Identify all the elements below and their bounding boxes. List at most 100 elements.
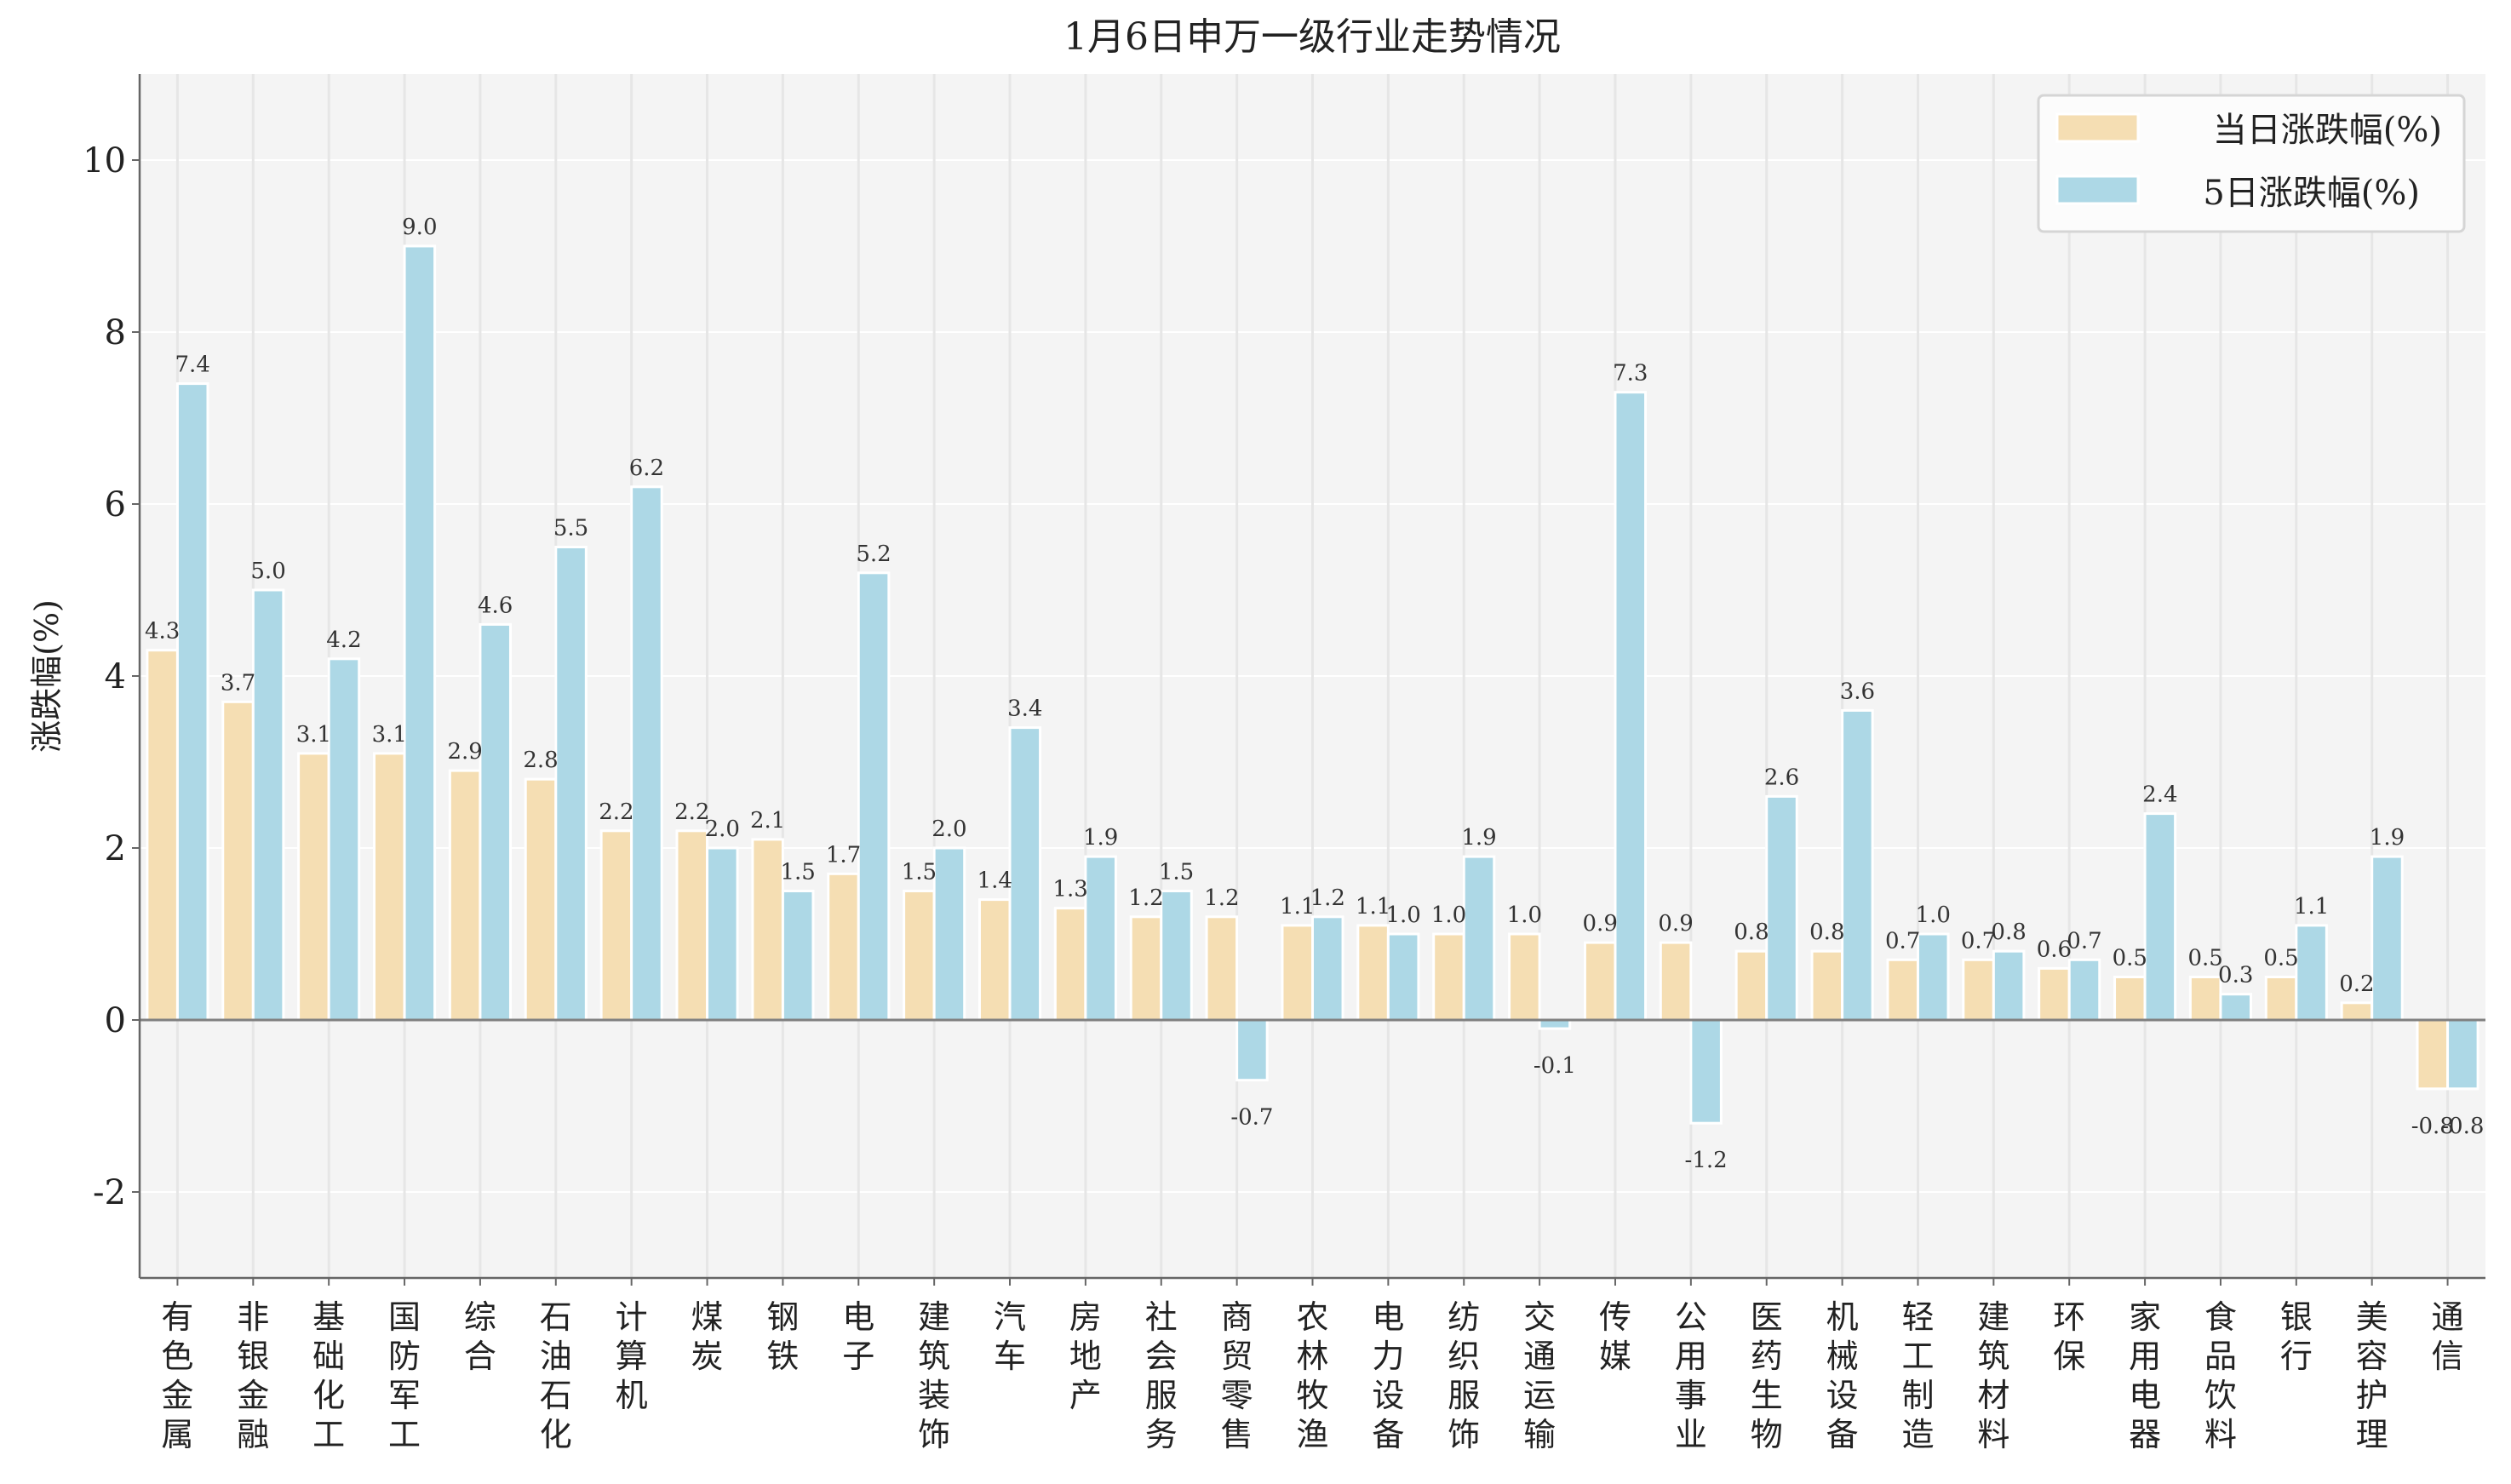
data-label: 3.1 — [296, 722, 331, 748]
data-label: 1.1 — [1356, 894, 1390, 920]
legend-label-daily: 当日涨跌幅(%) — [2213, 111, 2442, 150]
x-tick-label: 汽车 — [994, 1298, 1026, 1375]
data-label: 5.2 — [856, 541, 891, 567]
bar-daily — [1053, 907, 1087, 1022]
data-label: 2.2 — [599, 799, 633, 825]
bar-daily — [1962, 958, 1995, 1022]
data-label: 0.5 — [2263, 946, 2298, 971]
x-tick-label: 计算机 — [616, 1298, 648, 1414]
bar-daily — [2416, 1018, 2450, 1091]
data-label: 1.2 — [1204, 885, 1239, 911]
x-tick-label: 医药生物 — [1751, 1298, 1783, 1453]
data-label: 1.0 — [1916, 902, 1951, 928]
data-label: 1.5 — [1159, 860, 1194, 885]
data-label: -0.1 — [1534, 1053, 1576, 1079]
bar-daily — [675, 829, 709, 1022]
bar-5day — [1311, 915, 1344, 1022]
data-label: 1.9 — [1083, 825, 1118, 851]
legend-swatch-5day — [2055, 175, 2140, 205]
x-tick-label: 综合 — [464, 1298, 496, 1375]
bar-daily — [751, 838, 784, 1022]
bar-5day — [1386, 932, 1420, 1022]
bars — [146, 244, 2479, 1125]
x-tick-label: 非银金融 — [237, 1298, 269, 1453]
data-label: 2.6 — [1764, 765, 1799, 790]
data-label: 1.9 — [2370, 825, 2405, 851]
x-tick-label: 银行 — [2280, 1298, 2313, 1375]
bar-daily — [1129, 915, 1163, 1022]
bar-5day — [1008, 726, 1042, 1022]
bar-5day — [327, 657, 361, 1022]
bar-5day — [2446, 1018, 2479, 1091]
bar-daily — [827, 872, 860, 1022]
legend-swatch-daily — [2055, 112, 2140, 143]
bar-5day — [857, 571, 891, 1022]
bar-5day — [2067, 958, 2101, 1022]
data-label: 1.4 — [977, 868, 1012, 894]
data-label: 1.7 — [826, 842, 861, 868]
bar-5day — [175, 382, 209, 1022]
y-tick-label: 6 — [105, 485, 126, 524]
x-tick-label: 电力设备 — [1372, 1298, 1404, 1453]
data-label: 5.0 — [250, 559, 285, 584]
bar-daily — [1734, 949, 1769, 1022]
data-label: 2.0 — [705, 816, 740, 842]
bar-daily — [1886, 958, 1919, 1022]
bar-5day — [1160, 890, 1193, 1022]
bar-daily — [1508, 932, 1541, 1022]
bar-5day — [1084, 855, 1117, 1022]
bar-5day — [1992, 949, 2026, 1022]
data-label: 0.3 — [2218, 963, 2253, 988]
bar-5day — [1538, 1018, 1572, 1030]
x-tick-label: 通信 — [2432, 1298, 2464, 1375]
bar-5day — [1765, 794, 1798, 1022]
data-label: 0.8 — [1991, 920, 2026, 945]
bar-daily — [1356, 924, 1390, 1022]
bar-5day — [1841, 708, 1874, 1022]
bar-5day — [1462, 855, 1496, 1022]
y-tick-label: 0 — [105, 1001, 126, 1040]
bar-daily — [2264, 976, 2298, 1022]
data-label: 1.0 — [1507, 902, 1542, 928]
bar-5day — [251, 588, 285, 1022]
bar-5day — [932, 846, 966, 1022]
data-label: 0.7 — [1885, 928, 1920, 954]
data-label: 0.7 — [2067, 928, 2101, 954]
bar-daily — [146, 649, 179, 1022]
bar-5day — [2219, 993, 2253, 1022]
data-label: 3.7 — [221, 670, 255, 696]
bar-daily — [2340, 1001, 2374, 1022]
bar-5day — [706, 846, 739, 1022]
data-label: 1.2 — [1128, 885, 1163, 911]
data-label: 2.2 — [674, 799, 709, 825]
bar-daily — [1432, 932, 1465, 1022]
data-label: 0.5 — [2187, 946, 2222, 971]
bar-daily — [297, 752, 330, 1022]
data-label: 5.5 — [553, 516, 588, 541]
x-tick-label: 公用事业 — [1675, 1298, 1707, 1453]
x-tick-label: 国防军工 — [388, 1298, 421, 1453]
x-tick-label: 社会服务 — [1145, 1298, 1178, 1453]
data-label: 1.9 — [1461, 825, 1496, 851]
data-labels: 4.3 3.7 3.1 3.1 2.9 2.8 2.2 2.2 2.1 1.7 1.5 1.4 1.3 1… — [145, 215, 2484, 1173]
x-tick-label: 美容护理 — [2356, 1298, 2388, 1453]
bar-5day — [2371, 855, 2404, 1022]
x-tick-label: 家用电器 — [2129, 1298, 2161, 1453]
x-tick-label: 传媒 — [1599, 1298, 1631, 1375]
bar-5day — [479, 622, 512, 1022]
y-tick-label: 4 — [105, 657, 126, 696]
x-tick-label: 钢铁 — [766, 1298, 799, 1375]
bar-5day — [2295, 924, 2328, 1022]
x-tick-label: 农林牧渔 — [1296, 1298, 1328, 1453]
bar-daily — [1810, 949, 1844, 1022]
x-tick-label: 石油石化 — [540, 1298, 572, 1453]
bar-daily — [2038, 966, 2071, 1022]
bar-daily — [1205, 915, 1239, 1022]
legend-box — [2037, 94, 2466, 233]
bar-daily — [1583, 941, 1617, 1022]
x-tick-label: 电子 — [842, 1298, 874, 1375]
x-tick-label: 基础化工 — [312, 1298, 345, 1453]
x-tick-label: 商贸零售 — [1221, 1298, 1253, 1453]
